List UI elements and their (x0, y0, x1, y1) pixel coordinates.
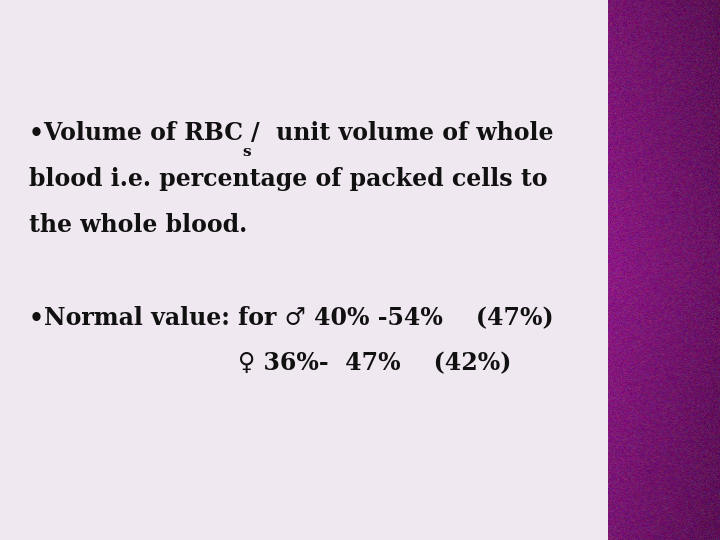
Bar (0, 0, 608, 540)
Text: s: s (243, 145, 251, 159)
Text: •Normal value: for ♂ 40% -54%    (47%): •Normal value: for ♂ 40% -54% (47%) (29, 305, 554, 329)
Text: s: s (243, 145, 251, 159)
Text: blood i.e. percentage of packed cells to: blood i.e. percentage of packed cells to (29, 167, 547, 191)
Text: /  unit volume of whole: / unit volume of whole (251, 122, 554, 145)
Text: the whole blood.: the whole blood. (29, 213, 247, 237)
Text: ♀ 36%-  47%    (42%): ♀ 36%- 47% (42%) (238, 351, 511, 375)
Text: •Volume of RBC: •Volume of RBC (29, 122, 243, 145)
